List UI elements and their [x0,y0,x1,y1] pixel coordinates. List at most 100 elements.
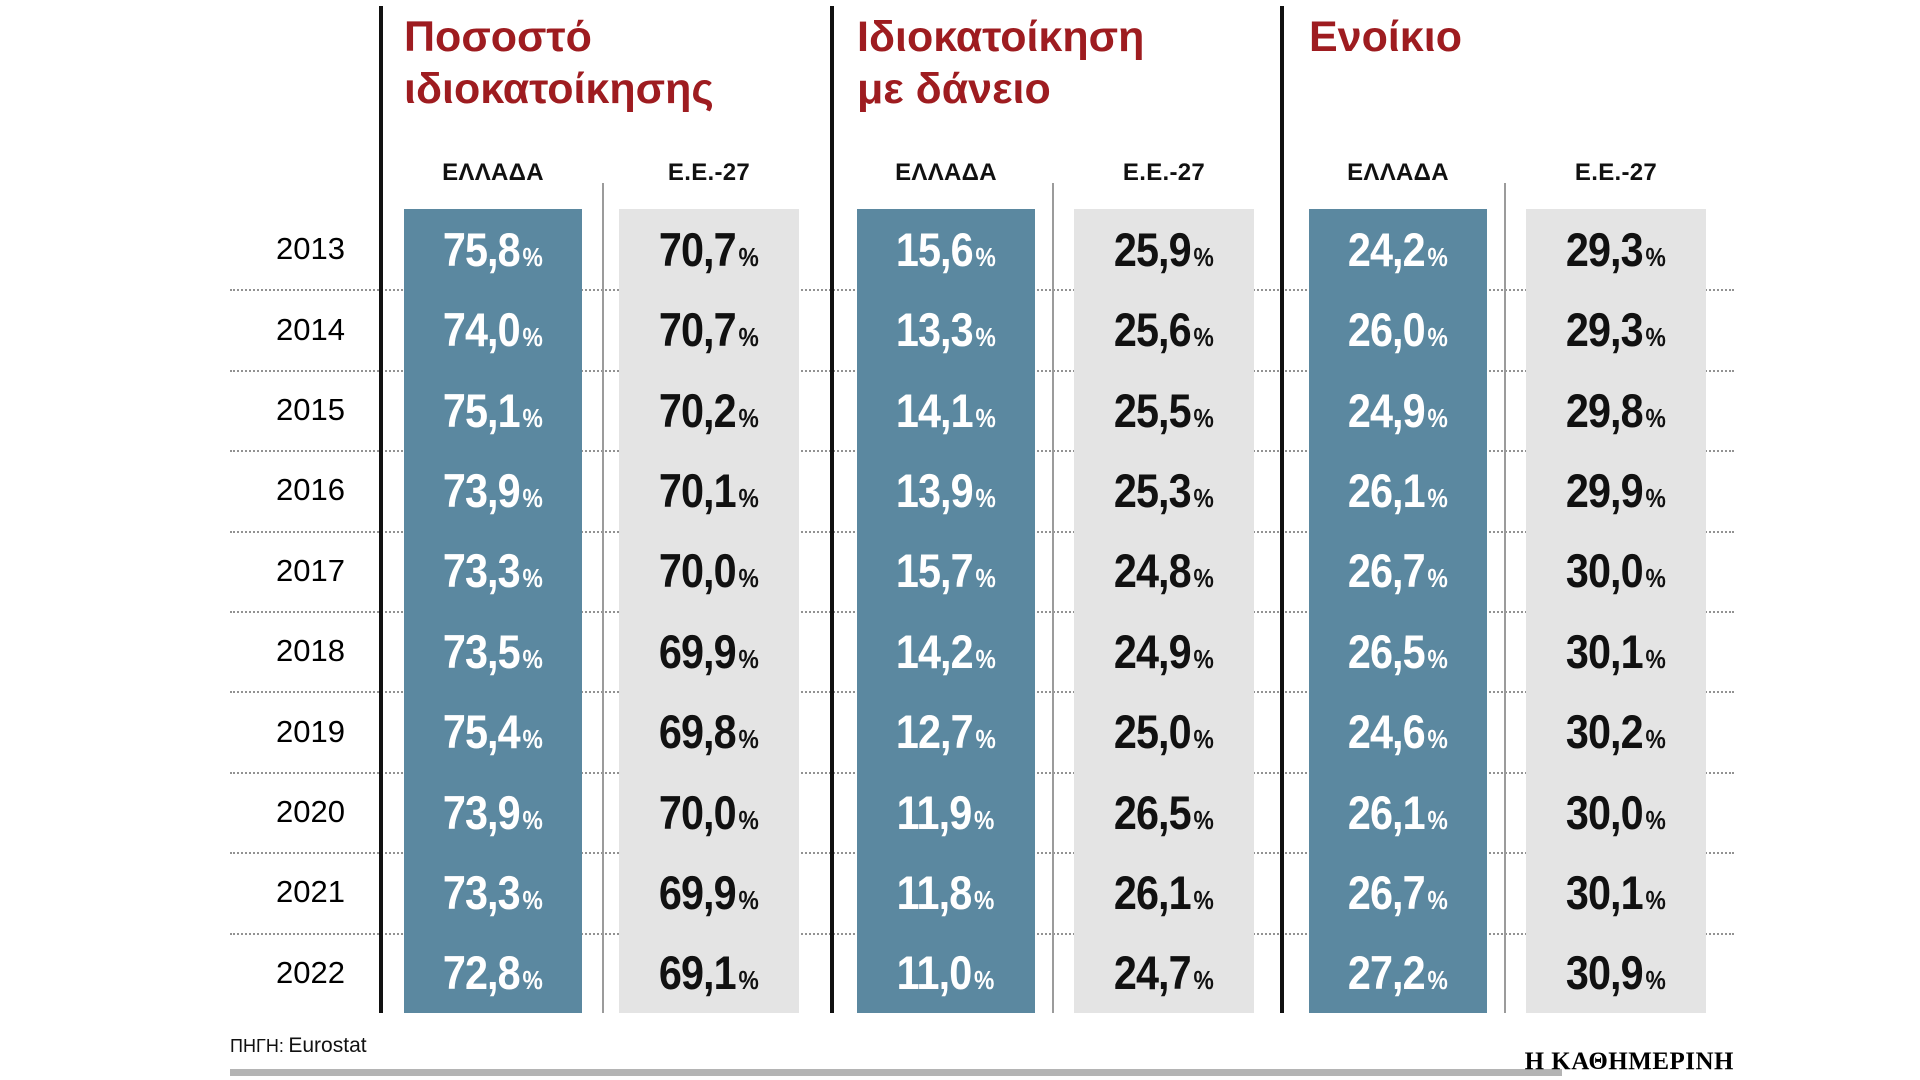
value-number: 69,8 [659,705,737,759]
value-number: 30,1 [1566,624,1644,678]
value-cell: 70,0% [619,772,799,852]
percent-sign: % [738,322,759,353]
value: 15,6% [896,222,996,277]
value: 73,3% [443,865,543,920]
percent-sign: % [738,804,759,835]
value-cell: 26,5% [1309,611,1487,691]
value: 69,9% [659,624,759,679]
percent-sign: % [975,643,996,674]
value: 30,0% [1566,543,1666,598]
header-greece-loan: ΕΛΛΑΔΑ [895,159,997,186]
value-number: 29,9 [1566,463,1644,517]
value-number: 14,2 [896,624,974,678]
value: 70,0% [659,543,759,598]
value: 29,3% [1566,222,1666,277]
year-label: 2014 [276,311,345,347]
value-cell: 30,1% [1526,852,1706,932]
value-cell: 69,9% [619,852,799,932]
value: 69,9% [659,865,759,920]
value: 24,8% [1114,543,1214,598]
percent-sign: % [1645,322,1666,353]
percent-sign: % [522,884,543,915]
column-separator-3 [1504,183,1506,1013]
value-number: 24,8 [1114,544,1192,598]
value-number: 69,9 [659,624,737,678]
value-cell: 73,5% [404,611,582,691]
percent-sign: % [974,804,995,835]
percent-sign: % [522,241,543,272]
value-cell: 25,0% [1074,691,1254,771]
value-cell: 75,4% [404,691,582,771]
header-eu-ownership: Ε.Ε.-27 [667,159,751,186]
value-cell: 15,7% [857,531,1035,611]
value-number: 74,0 [443,303,521,357]
value: 26,0% [1348,302,1448,357]
value-cell: 26,0% [1309,289,1487,369]
value-cell: 30,0% [1526,531,1706,611]
value-number: 70,2 [659,383,737,437]
percent-sign: % [1645,643,1666,674]
eu-column-loan: 25,9% 25,6% 25,5% 25,3% 24,8% 24,9% 25,0% 26,5%… [1074,209,1254,1013]
greece-column-ownership: 75,8% 74,0% 75,1% 73,9% 73,3% 73,5% 75,4% 73,9%… [404,209,582,1013]
percent-sign: % [522,322,543,353]
value-number: 73,5 [443,624,521,678]
value: 30,9% [1566,945,1666,1000]
value-number: 26,1 [1348,463,1426,517]
value: 25,9% [1114,222,1214,277]
source-label: ΠΗΓΗ: [230,1036,284,1056]
value: 30,1% [1566,865,1666,920]
value-cell: 73,3% [404,852,582,932]
section-title-ownership-with-loan: Ιδιοκατοίκηση με δάνειο [857,12,1144,115]
percent-sign: % [1427,563,1448,594]
percent-sign: % [1427,804,1448,835]
column-separator-1 [602,183,604,1013]
percent-sign: % [1427,884,1448,915]
percent-sign: % [1645,965,1666,996]
value-number: 75,1 [443,383,521,437]
source-note: ΠΗΓΗ: Eurostat [230,1034,367,1058]
percent-sign: % [1645,724,1666,755]
value: 24,7% [1114,945,1214,1000]
value-number: 25,3 [1114,463,1192,517]
value-number: 72,8 [443,946,521,1000]
header-eu-rent: Ε.Ε.-27 [1574,159,1658,186]
percent-sign: % [1427,965,1448,996]
percent-sign: % [975,482,996,513]
value-cell: 13,3% [857,289,1035,369]
value-cell: 69,9% [619,611,799,691]
value-cell: 70,0% [619,531,799,611]
value-number: 27,2 [1348,946,1426,1000]
value-cell: 24,8% [1074,531,1254,611]
percent-sign: % [738,643,759,674]
year-label: 2016 [276,472,345,508]
value-cell: 72,8% [404,933,582,1013]
value-cell: 13,9% [857,450,1035,530]
percent-sign: % [522,965,543,996]
section-title-rent: Ενοίκιο [1309,12,1462,64]
percent-sign: % [1193,724,1214,755]
percent-sign: % [1427,482,1448,513]
percent-sign: % [1193,563,1214,594]
value: 73,9% [443,463,543,518]
value: 11,8% [897,865,995,920]
value-cell: 74,0% [404,289,582,369]
percent-sign: % [975,402,996,433]
year-label: 2022 [276,954,345,990]
title-line: Ενοίκιο [1309,13,1462,61]
value-cell: 73,3% [404,531,582,611]
value-cell: 70,7% [619,209,799,289]
percent-sign: % [1193,402,1214,433]
value: 13,9% [896,463,996,518]
percent-sign: % [1645,402,1666,433]
percent-sign: % [522,724,543,755]
year-label: 2020 [276,793,345,829]
value: 69,1% [659,945,759,1000]
value-cell: 14,1% [857,370,1035,450]
value: 75,1% [443,383,543,438]
value: 24,9% [1348,383,1448,438]
value-number: 30,0 [1566,544,1644,598]
value: 73,5% [443,624,543,679]
percent-sign: % [1645,804,1666,835]
value-cell: 70,1% [619,450,799,530]
